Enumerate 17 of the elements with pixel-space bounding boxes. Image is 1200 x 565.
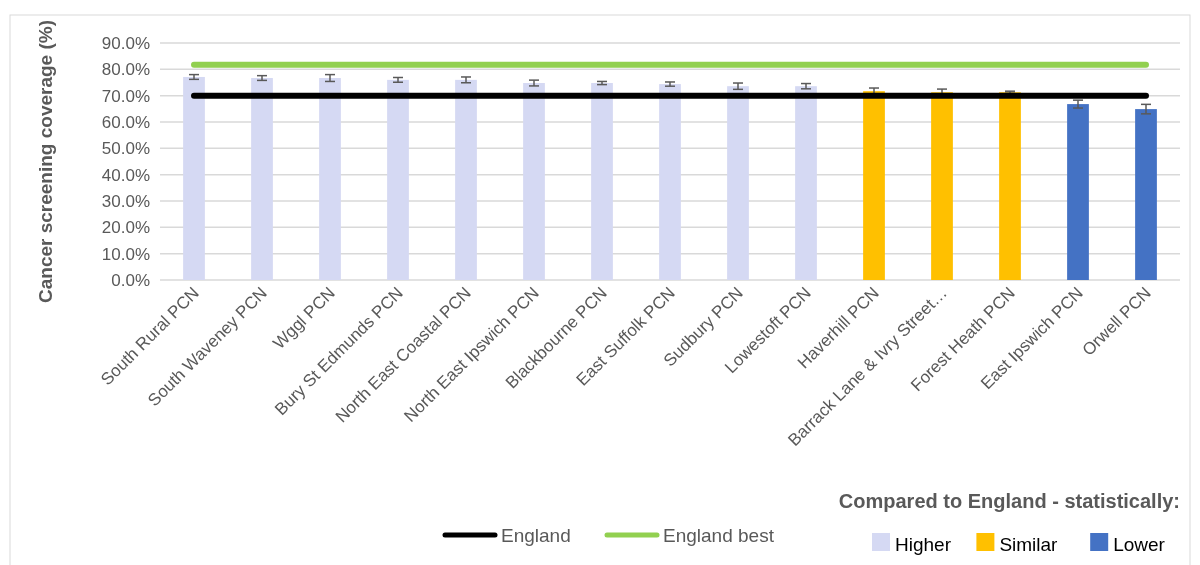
y-tick-label: 50.0%: [101, 139, 150, 159]
legend-label: England best: [663, 524, 775, 546]
y-tick-label: 10.0%: [101, 244, 150, 264]
y-tick-label: 90.0%: [101, 33, 150, 53]
y-tick-label: 30.0%: [101, 191, 150, 211]
legend-label: Similar: [999, 533, 1059, 555]
y-axis-title: Cancer screening coverage (%): [35, 19, 56, 304]
legend-title: Compared to England - statistically:: [838, 490, 1180, 512]
y-tick-label: 60.0%: [101, 112, 150, 132]
y-tick-label: 0.0%: [111, 270, 150, 290]
legend-label: Higher: [895, 533, 952, 555]
y-tick-label: 40.0%: [101, 165, 150, 185]
legend-label: Lower: [1113, 533, 1166, 555]
y-tick-label: 20.0%: [101, 218, 150, 238]
y-tick-label: 80.0%: [101, 60, 150, 80]
legend-label: England: [501, 524, 571, 546]
y-tick-label: 70.0%: [101, 86, 150, 106]
